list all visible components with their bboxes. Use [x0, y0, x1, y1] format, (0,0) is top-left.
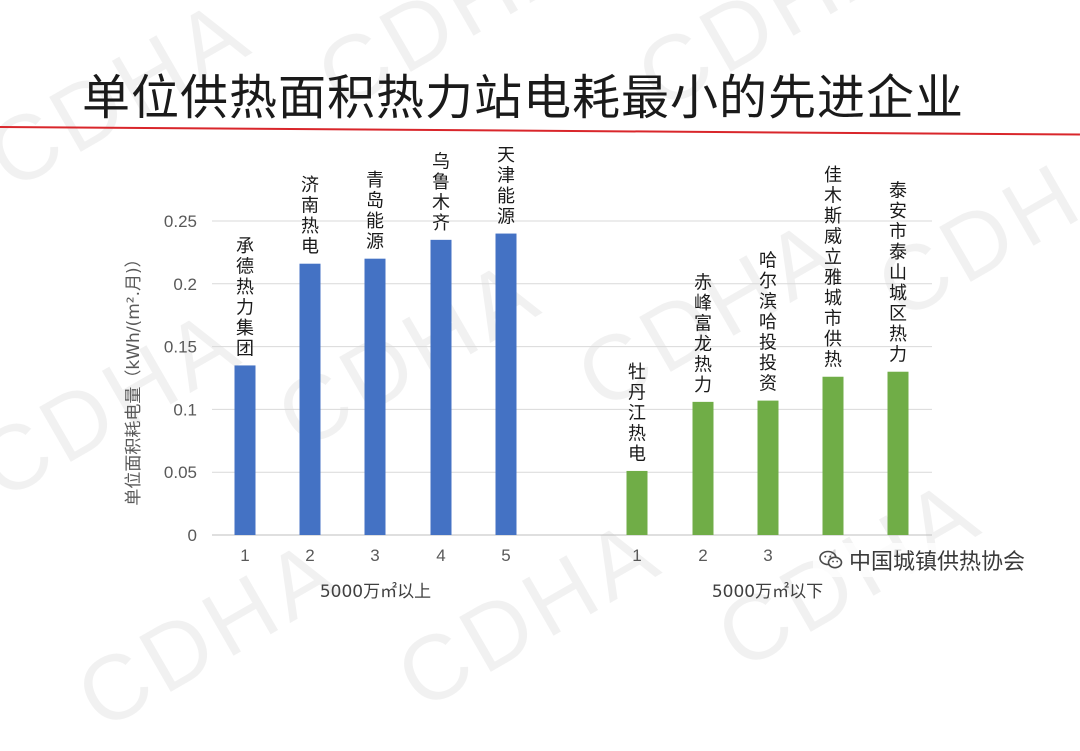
bar	[626, 470, 648, 535]
bar	[495, 233, 517, 535]
x-tick-label: 2	[698, 546, 707, 565]
bar	[430, 239, 452, 535]
bar-name-label: 泰安市泰山城区热力	[889, 181, 907, 366]
page-title: 单位供热面积热力站电耗最小的先进企业	[82, 70, 965, 126]
y-axis-label: 单位面积耗电量（kWh/(m².月)）	[124, 250, 144, 505]
x-tick-label: 3	[370, 546, 379, 565]
bar-name-label: 承德热力集团	[236, 236, 254, 360]
source-badge: 中国城镇供热协会	[813, 543, 1032, 577]
x-tick-label: 5	[501, 546, 510, 565]
bar-name-label: 赤峰富龙热力	[694, 272, 712, 396]
bar-name-label: 乌鲁木齐	[432, 151, 450, 234]
bar-name-label: 牡丹江热电	[628, 362, 646, 465]
x-tick-label: 3	[763, 546, 772, 565]
y-tick-label: 0.25	[164, 212, 197, 231]
x-tick-label: 1	[632, 546, 641, 565]
bar	[299, 263, 321, 535]
x-tick-label: 4	[436, 546, 445, 565]
bar-chart: 0 0.05 0.1 0.15 0.2 0.25 单位面积耗电量（kWh/(m².月)） 1 承…	[124, 145, 932, 602]
y-tick-label: 0.05	[164, 463, 197, 482]
bar	[887, 371, 909, 535]
bar	[234, 365, 256, 535]
wechat-icon	[819, 550, 843, 569]
y-tick-label: 0.15	[164, 338, 197, 357]
bar	[822, 376, 844, 535]
bar-name-label: 哈尔滨哈投投资	[759, 251, 777, 395]
bar-name-label: 济南热电	[301, 175, 319, 257]
y-tick-label: 0.1	[173, 400, 197, 419]
y-tick-label: 0	[188, 526, 197, 545]
bar	[692, 401, 714, 535]
x-tick-label: 2	[305, 546, 314, 565]
y-tick-label: 0.2	[173, 275, 197, 294]
bar-name-label: 天津能源	[497, 145, 515, 228]
x-tick-label: 1	[240, 546, 249, 565]
bar	[757, 400, 779, 535]
group-label: 5000万㎡以上	[320, 582, 431, 602]
source-text: 中国城镇供热协会	[849, 550, 1026, 575]
bar-name-label: 青岛能源	[366, 170, 384, 253]
bar	[364, 258, 386, 535]
bar-name-label: 佳木斯威立雅城市供热	[824, 165, 842, 370]
group-label: 5000万㎡以下	[712, 582, 823, 602]
